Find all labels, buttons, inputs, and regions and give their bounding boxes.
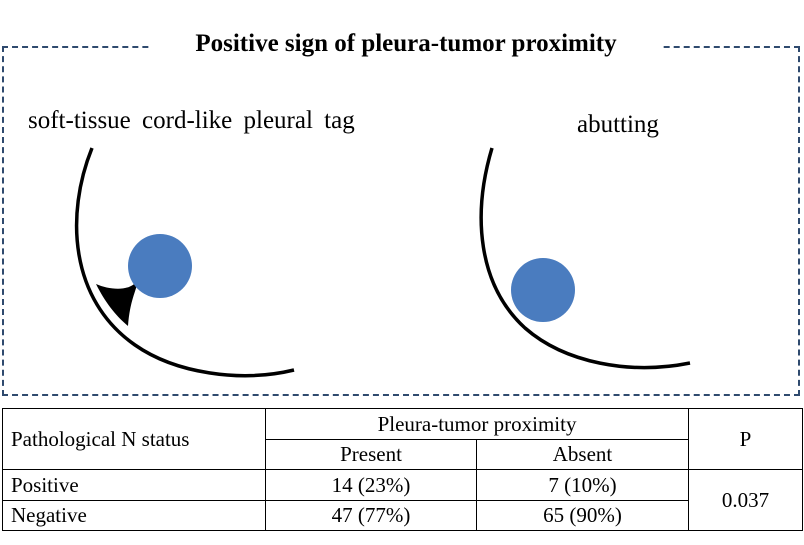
abutting-label: abutting [577,111,659,138]
pleura-diagrams [74,147,691,378]
group-header: Pleura-tumor proximity [264,408,690,440]
p-header: P [688,408,804,470]
row-label-negative: Negative [2,500,266,531]
cell-positive-present: 14 (23%) [265,469,477,501]
absent-header: Absent [475,439,690,470]
right-pleura-arc [479,147,691,370]
figure-title: Positive sign of pleura-tumor proximity [150,26,662,62]
cell-negative-present: 47 (77%) [265,500,477,531]
cell-positive-absent: 7 (10%) [475,469,690,501]
p-value: 0.037 [688,469,804,531]
cell-negative-absent: 65 (90%) [475,500,690,531]
right-tumor [511,258,575,322]
pleural-tag-label: soft-tissue cord-like pleural tag [28,107,355,134]
left-pleura-arc [74,147,295,378]
proximity-table: Pathological N status Pleura-tumor proxi… [2,408,804,531]
row-label-positive: Positive [2,469,266,501]
row-header: Pathological N status [2,408,266,470]
pleural-tag [96,280,138,326]
present-header: Present [265,439,477,470]
left-tumor [128,234,192,298]
